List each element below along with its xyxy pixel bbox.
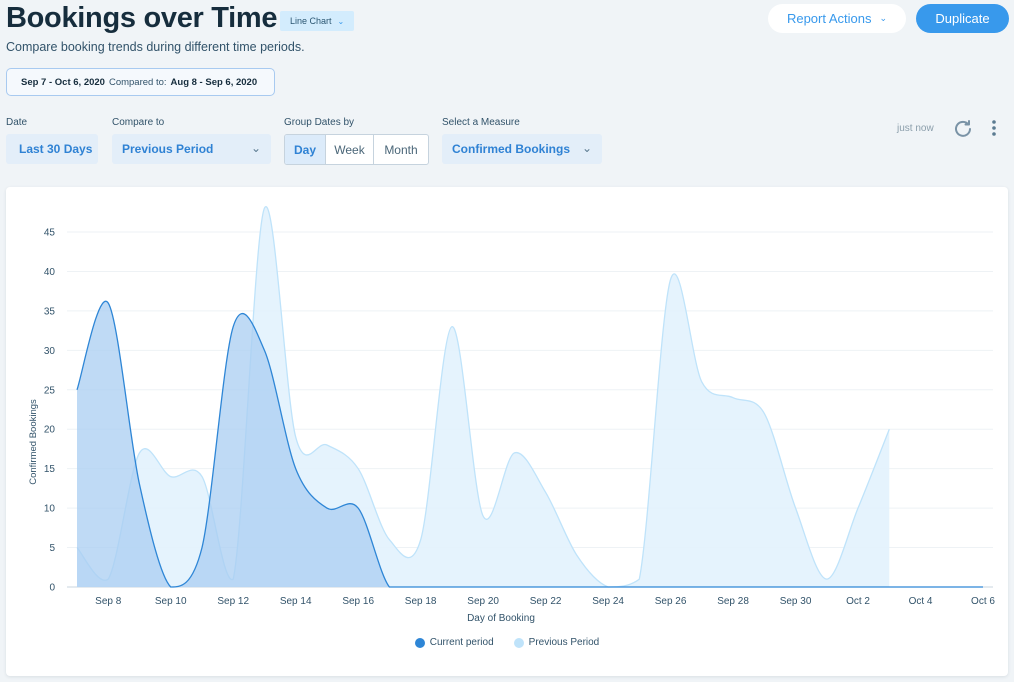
chevron-down-icon: ⌄	[879, 13, 888, 23]
y-tick-label: 40	[44, 267, 56, 278]
chart-legend: Current period Previous Period	[6, 637, 1008, 648]
x-axis-label: Day of Booking	[467, 613, 535, 624]
x-tick-label: Oct 6	[971, 596, 995, 607]
measure-value: Confirmed Bookings	[452, 142, 571, 156]
x-tick-label: Sep 28	[717, 596, 749, 607]
x-tick-label: Sep 20	[467, 596, 499, 607]
y-tick-label: 35	[44, 306, 56, 317]
x-tick-label: Sep 26	[655, 596, 687, 607]
x-tick-label: Sep 30	[780, 596, 812, 607]
y-tick-label: 5	[49, 543, 55, 554]
x-tick-label: Sep 10	[155, 596, 187, 607]
current-range: Sep 7 - Oct 6, 2020	[21, 76, 105, 88]
current-period-line	[76, 300, 983, 588]
legend-item-current[interactable]: Current period	[414, 637, 494, 648]
group-option-month[interactable]: Month	[384, 142, 418, 157]
y-tick-label: 45	[44, 228, 56, 239]
chevron-down-icon: ⌄	[581, 141, 592, 155]
refresh-icon[interactable]	[953, 118, 973, 138]
x-tick-label: Sep 8	[95, 596, 122, 607]
x-tick-label: Sep 12	[217, 596, 249, 607]
date-filter-value: Last 30 Days	[19, 142, 93, 156]
legend-label-previous: Previous Period	[528, 637, 600, 648]
report-actions-button[interactable]: Report Actions ⌄	[768, 4, 906, 33]
compared-range: Aug 8 - Sep 6, 2020	[170, 76, 258, 88]
x-tick-label: Oct 4	[909, 596, 933, 607]
bookings-chart: 0 5 10 15 20 25 30 35 40 45 Sep 8 Sep 10 Sep 12 Sep …	[28, 206, 995, 624]
chevron-down-icon: ⌄	[250, 141, 261, 155]
legend-label-current: Current period	[429, 637, 494, 648]
y-tick-label: 10	[44, 504, 56, 515]
legend-item-previous[interactable]: Previous Period	[513, 637, 600, 648]
date-filter-label: Date	[6, 117, 28, 128]
legend-swatch-previous	[513, 637, 524, 648]
y-tick-label: 25	[44, 385, 56, 396]
x-tick-label: Sep 14	[280, 596, 312, 607]
measure-select[interactable]: Confirmed Bookings ⌄	[442, 134, 602, 164]
chart-type-dropdown[interactable]: Line Chart ⌄	[280, 11, 355, 31]
y-tick-label: 15	[44, 464, 56, 475]
chart-type-label: Line Chart	[290, 16, 332, 26]
x-tick-label: Sep 18	[405, 596, 437, 607]
report-actions-label: Report Actions	[786, 11, 872, 26]
group-dates-toggle: Day Week Month	[284, 134, 429, 165]
duplicate-button[interactable]: Duplicate	[916, 4, 1009, 33]
x-tick-label: Oct 2	[846, 596, 870, 607]
compared-to-label: Compared to:	[108, 76, 167, 88]
x-tick-label: Sep 24	[592, 596, 624, 607]
group-option-week[interactable]: Week	[326, 135, 374, 164]
y-axis-label: Confirmed Bookings	[28, 399, 39, 485]
current-period-area	[77, 301, 983, 587]
chart-card: 0 5 10 15 20 25 30 35 40 45 Sep 8 Sep 10 Sep 12 Sep …	[6, 187, 1008, 676]
compare-filter-value: Previous Period	[122, 142, 214, 156]
chevron-down-icon: ⌄	[337, 16, 345, 26]
more-vertical-icon[interactable]	[988, 118, 1000, 138]
y-tick-label: 30	[44, 346, 56, 357]
date-filter-select[interactable]: Last 30 Days	[6, 134, 98, 164]
legend-swatch-current	[414, 637, 425, 648]
compare-filter-select[interactable]: Previous Period ⌄	[112, 134, 271, 164]
last-updated-text: just now	[897, 123, 934, 134]
page-title: Bookings over Time	[6, 2, 278, 34]
page-subtitle: Compare booking trends during different …	[6, 40, 305, 54]
group-dates-label: Group Dates by	[284, 117, 355, 128]
compare-filter-label: Compare to	[112, 117, 165, 128]
x-tick-label: Sep 22	[530, 596, 562, 607]
x-tick-label: Sep 16	[342, 596, 374, 607]
previous-period-area	[77, 206, 890, 587]
y-tick-label: 0	[49, 583, 55, 594]
group-option-day[interactable]: Day	[285, 135, 326, 164]
date-range-summary[interactable]: Sep 7 - Oct 6, 2020 Compared to: Aug 8 -…	[6, 68, 275, 96]
measure-label: Select a Measure	[442, 117, 520, 128]
y-tick-label: 20	[44, 425, 56, 436]
